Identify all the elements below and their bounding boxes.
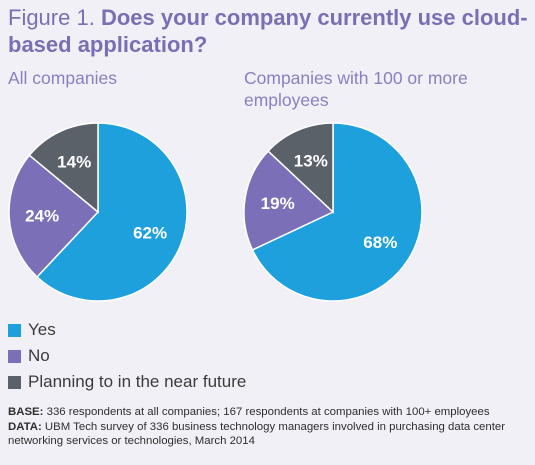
chart-title-large-companies: Companies with 100 or more employees bbox=[244, 68, 468, 110]
legend-swatch-yes bbox=[8, 323, 21, 337]
chart-title-all-companies: All companies bbox=[8, 68, 117, 88]
base-note: BASE: 336 respondents at all companies; … bbox=[8, 405, 533, 420]
legend-item-planning: Planning to in the near future bbox=[8, 369, 246, 395]
figure-question: Does your company currently use cloud-ba… bbox=[8, 5, 528, 57]
pie-chart-large-companies: 68% 19% 13% bbox=[243, 122, 423, 302]
legend-item-no: No bbox=[8, 343, 246, 369]
pie-slice-no-all bbox=[8, 154, 100, 278]
legend-label-planning: Planning to in the near future bbox=[28, 372, 247, 391]
pie-slice-no-large bbox=[243, 150, 335, 251]
data-note: DATA: UBM Tech survey of 336 business te… bbox=[8, 420, 533, 449]
legend-label-no: No bbox=[28, 346, 50, 365]
legend-swatch-planning bbox=[8, 375, 21, 389]
pie-slice-planning-to-in-the-near-future-large bbox=[267, 122, 334, 214]
pie-chart-all-companies: 62% 24% 14% bbox=[8, 122, 188, 302]
figure-label: Figure 1. bbox=[8, 5, 95, 30]
pie-slice-yes-large bbox=[251, 122, 423, 302]
pie-label-yes-all: 62% bbox=[133, 224, 167, 243]
legend-swatch-no bbox=[8, 349, 21, 363]
footnotes: BASE: 336 respondents at all companies; … bbox=[8, 405, 533, 449]
data-label: DATA: bbox=[8, 420, 42, 433]
pie-label-yes-large: 68% bbox=[363, 233, 397, 252]
base-text: 336 respondents at all companies; 167 re… bbox=[43, 406, 490, 418]
legend-label-yes: Yes bbox=[28, 320, 56, 339]
pie-label-no-all: 24% bbox=[25, 207, 59, 226]
pie-slice-yes-all bbox=[36, 122, 188, 302]
figure-title: Figure 1. Does your company currently us… bbox=[8, 4, 533, 58]
pie-label-planning-to-in-the-near-future-large: 13% bbox=[294, 152, 328, 171]
legend: Yes No Planning to in the near future bbox=[8, 317, 246, 395]
base-label: BASE: bbox=[8, 406, 44, 418]
data-text: UBM Tech survey of 336 business technolo… bbox=[8, 420, 506, 448]
legend-item-yes: Yes bbox=[8, 317, 246, 343]
pie-slice-planning-to-in-the-near-future-all bbox=[28, 122, 99, 214]
pie-label-planning-to-in-the-near-future-all: 14% bbox=[57, 152, 91, 171]
pie-label-no-large: 19% bbox=[261, 194, 295, 213]
